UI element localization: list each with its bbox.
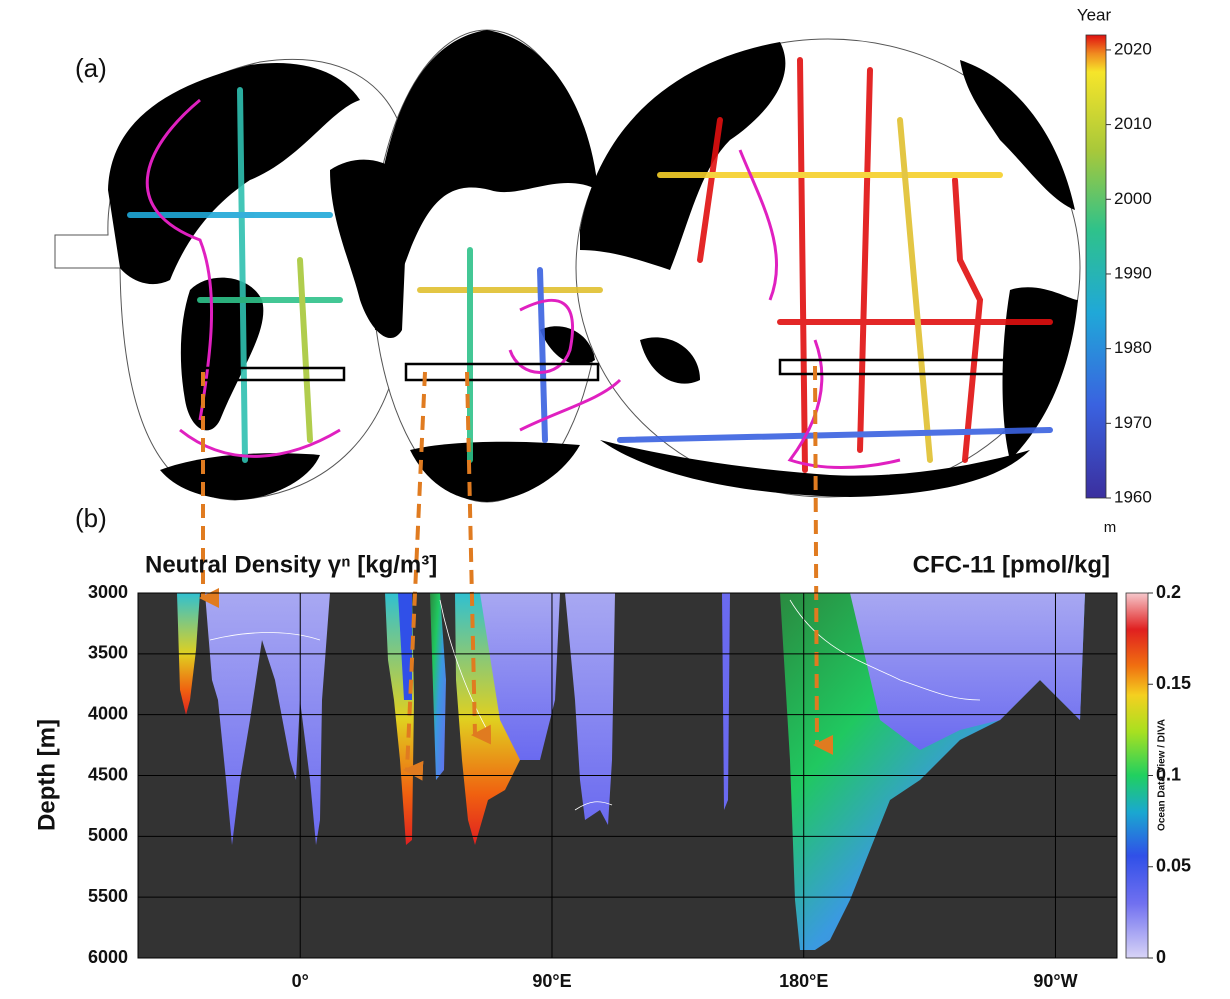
colorbar-tick-label: 1990 [1114,263,1152,282]
contour [574,801,613,811]
colorbar-tick-label: 0.05 [1156,856,1191,876]
section-title: Neutral Density γⁿ [kg/m³] [145,551,437,578]
land [410,441,580,502]
link-arrow [813,365,834,755]
section-box [404,362,600,382]
x-tick-label: 0° [292,971,309,991]
y-tick-label: 5500 [88,886,128,906]
flow-path [738,149,779,301]
colorbar-tick-label: 0.1 [1156,764,1181,784]
y-axis-label: Depth [m] [33,719,60,831]
land [372,30,598,330]
colorbar [1085,34,1107,499]
panel-label: (a) [75,53,107,83]
contour [209,632,321,641]
y-tick-label: 3000 [88,582,128,602]
water-column [565,593,615,825]
section-box [778,358,1044,376]
colorbar-tick-label: 1960 [1114,487,1152,506]
colorbar-tick-label: 1970 [1114,413,1152,432]
water-column [722,593,730,810]
land [160,453,320,500]
map [54,29,1081,503]
colorbar-tick-label: 2020 [1114,39,1152,58]
land [540,326,595,365]
water-column [398,593,412,700]
land [600,440,1030,497]
track [617,427,1053,443]
water-column [850,593,1085,750]
x-tick-label: 180°E [779,971,828,991]
colorbar-tick-label: 0 [1156,947,1166,967]
water-column [430,593,446,780]
y-tick-label: 5000 [88,825,128,845]
y-tick-label: 6000 [88,947,128,967]
land [580,42,786,270]
colorbar-title: Year [1077,5,1112,24]
flow-path [179,428,341,458]
colorbar-tick-label: 2000 [1114,189,1152,208]
contour [439,599,491,736]
track [237,87,248,463]
track [952,177,984,463]
water-column [480,593,560,760]
x-tick-label: 90°E [532,971,571,991]
colorbar-unit: m [1104,519,1117,536]
y-tick-label: 4500 [88,764,128,784]
y-tick-label: 4000 [88,703,128,723]
section-box [184,366,346,382]
panel-label: (b) [75,503,107,533]
track [857,67,873,453]
colorbar-title: Ocean Data View / DIVA [1157,719,1168,831]
colorbar [1125,592,1149,959]
colorbar-tick-label: 1980 [1114,338,1152,357]
flow-path [508,299,575,374]
flow-path [519,378,622,432]
track [797,57,808,473]
plot-frame [137,592,1118,959]
land [960,60,1075,210]
y-tick-label: 3500 [88,643,128,663]
land [108,63,360,285]
track [697,117,723,263]
land [640,337,700,384]
track [297,257,313,443]
track [537,267,548,443]
x-tick-label: 90°W [1033,971,1077,991]
flow-path [145,98,214,421]
link-arrow [403,371,427,781]
track [897,117,933,463]
water-column [205,593,330,845]
colorbar-tick-label: 2010 [1114,114,1152,133]
link-arrow [465,371,492,745]
colorbar-tick-label: 0.2 [1156,582,1181,602]
colorbar-tick-label: 0.15 [1156,673,1191,693]
section-title: CFC-11 [pmol/kg] [913,551,1110,578]
